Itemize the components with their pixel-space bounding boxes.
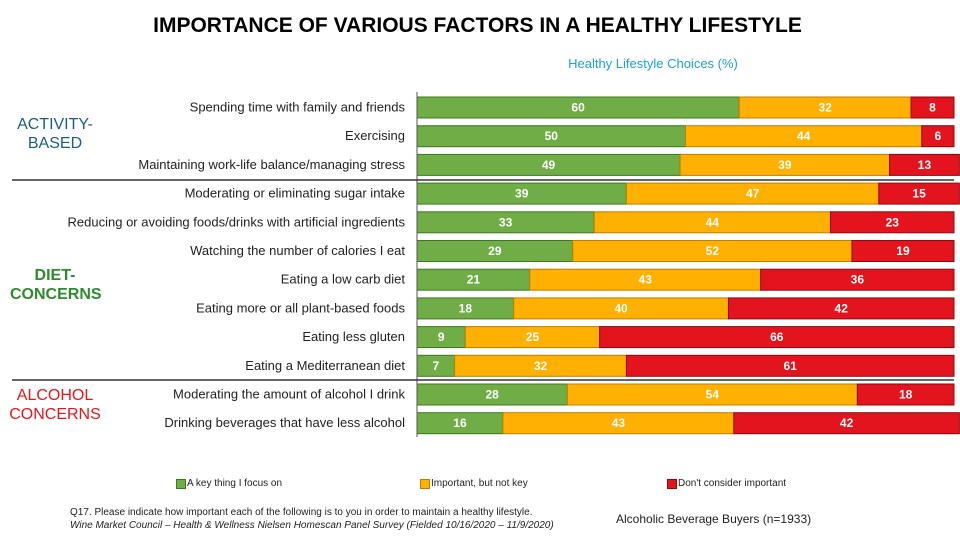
data-label: 19 bbox=[896, 244, 910, 258]
legend-label-key: A key thing I focus on bbox=[187, 478, 283, 489]
data-label: 9 bbox=[438, 330, 445, 344]
data-label: 47 bbox=[746, 187, 760, 201]
data-label: 32 bbox=[818, 101, 832, 115]
chart-subtitle: Healthy Lifestyle Choices (%) bbox=[568, 56, 738, 71]
legend-label-important: Important, but not key bbox=[431, 478, 528, 489]
data-label: 18 bbox=[459, 301, 473, 315]
bar-segment bbox=[921, 125, 955, 148]
data-label: 28 bbox=[486, 388, 500, 402]
bar-segment bbox=[878, 182, 960, 205]
legend-swatch-not bbox=[667, 478, 677, 489]
data-label: 8 bbox=[929, 101, 936, 115]
data-label: 42 bbox=[835, 301, 849, 315]
data-label: 32 bbox=[534, 359, 548, 373]
bar-segment bbox=[851, 240, 955, 262]
data-label: 25 bbox=[526, 330, 540, 344]
data-label: 33 bbox=[499, 215, 513, 229]
bar-segment bbox=[829, 211, 955, 234]
category-label: Moderating or eliminating sugar intake bbox=[185, 186, 405, 201]
data-label: 52 bbox=[706, 244, 720, 258]
legend-item-not: Don't consider important bbox=[667, 478, 786, 489]
data-label: 18 bbox=[899, 388, 913, 402]
data-label: 43 bbox=[639, 273, 653, 287]
group-label-activity-line2: BASED bbox=[27, 135, 83, 152]
data-label: 49 bbox=[542, 158, 556, 172]
data-label: 39 bbox=[515, 187, 529, 201]
data-label: 7 bbox=[432, 359, 439, 373]
data-label: 29 bbox=[488, 244, 502, 258]
data-label: 6 bbox=[935, 129, 942, 143]
data-label: 23 bbox=[886, 215, 900, 229]
bar-segment bbox=[856, 383, 955, 406]
group-label-alcohol-line1: ALCOHOL bbox=[16, 387, 94, 404]
legend-swatch-important bbox=[420, 478, 430, 489]
data-label: 40 bbox=[614, 301, 628, 315]
bar-segment bbox=[625, 354, 955, 377]
footnote-source: Wine Market Council – Health & Wellness … bbox=[70, 520, 554, 531]
category-label: Watching the number of calories I eat bbox=[190, 243, 405, 258]
category-label: Spending time with family and friends bbox=[190, 100, 406, 115]
bar-segment bbox=[599, 326, 955, 349]
data-label: 15 bbox=[912, 187, 926, 201]
bar-segment bbox=[889, 153, 960, 176]
data-label: 66 bbox=[770, 330, 784, 344]
data-label: 36 bbox=[851, 273, 865, 287]
category-label: Moderating the amount of alcohol I drink bbox=[173, 387, 405, 402]
data-label: 16 bbox=[453, 416, 467, 430]
legend-item-important: Important, but not key bbox=[420, 478, 528, 489]
legend-label-not: Don't consider important bbox=[678, 478, 787, 489]
bar-segment bbox=[760, 268, 955, 291]
stacked-bar-chart: Spending time with family and friends 60 3… bbox=[12, 92, 960, 437]
category-label: Eating a low carb diet bbox=[281, 272, 406, 287]
bar-segment bbox=[910, 96, 955, 119]
data-label: 21 bbox=[467, 273, 481, 287]
category-label: Eating more or all plant-based foods bbox=[196, 300, 405, 315]
data-label: 43 bbox=[612, 416, 626, 430]
data-label: 54 bbox=[706, 388, 720, 402]
category-label: Maintaining work-life balance/managing s… bbox=[138, 157, 405, 172]
bar-segment bbox=[733, 412, 960, 435]
data-label: 60 bbox=[571, 101, 585, 115]
category-label: Eating a Mediterranean diet bbox=[245, 358, 405, 373]
data-label: 61 bbox=[784, 359, 798, 373]
group-label-alcohol-line2: CONCERNS bbox=[9, 406, 101, 423]
data-label: 50 bbox=[545, 129, 559, 143]
chart-title: IMPORTANCE OF VARIOUS FACTORS IN A HEALT… bbox=[153, 14, 802, 37]
group-label-diet-line1: DIET- bbox=[34, 267, 76, 284]
data-label: 39 bbox=[778, 158, 792, 172]
category-label: Exercising bbox=[345, 128, 405, 143]
bar-segment bbox=[727, 297, 955, 320]
category-label: Reducing or avoiding foods/drinks with a… bbox=[68, 214, 406, 229]
group-label-activity: ACTIVITY- BASED bbox=[10, 115, 100, 153]
group-label-activity-line1: ACTIVITY- bbox=[17, 116, 93, 133]
legend-swatch-key bbox=[176, 478, 186, 489]
category-label: Eating less gluten bbox=[302, 329, 405, 344]
group-label-diet: DIET- CONCERNS bbox=[10, 266, 102, 304]
data-label: 42 bbox=[840, 416, 854, 430]
footnote-question: Q17. Please indicate how important each … bbox=[70, 507, 533, 518]
data-label: 44 bbox=[797, 129, 811, 143]
data-label: 13 bbox=[918, 158, 932, 172]
category-label: Drinking beverages that have less alcoho… bbox=[164, 415, 405, 430]
legend-item-key: A key thing I focus on bbox=[176, 478, 282, 489]
group-label-diet-line2: CONCERNS bbox=[10, 286, 102, 303]
group-label-alcohol: ALCOHOL CONCERNS bbox=[2, 386, 108, 424]
sample-size-note: Alcoholic Beverage Buyers (n=1933) bbox=[616, 512, 812, 526]
footnote: Q17. Please indicate how important each … bbox=[70, 506, 554, 532]
data-label: 44 bbox=[706, 215, 720, 229]
